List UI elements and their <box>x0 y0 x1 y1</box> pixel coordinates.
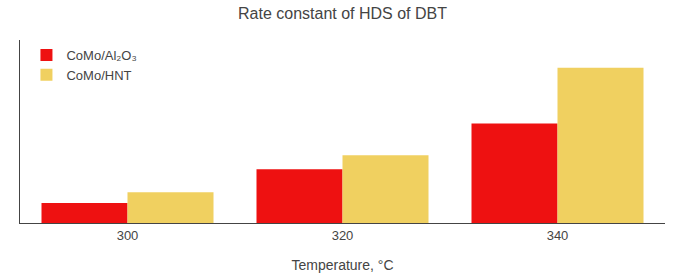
svg-text:CoMo/HNT: CoMo/HNT <box>66 68 131 83</box>
svg-text:CoMo/Al₂O₃: CoMo/Al₂O₃ <box>66 48 136 63</box>
svg-text:Temperature, °C: Temperature, °C <box>291 257 393 273</box>
svg-text:Rate constant of HDS of DBT: Rate constant of HDS of DBT <box>238 5 447 22</box>
svg-text:300: 300 <box>117 228 139 243</box>
svg-text:340: 340 <box>547 228 569 243</box>
svg-text:320: 320 <box>332 228 354 243</box>
